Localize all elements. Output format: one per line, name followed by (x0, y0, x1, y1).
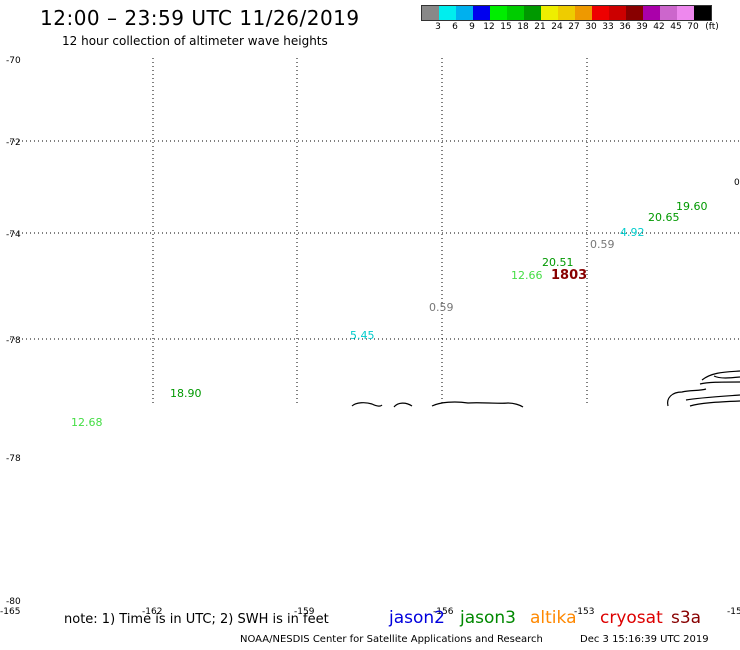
color-swatch (541, 6, 558, 20)
color-swatch (422, 6, 439, 20)
page-subtitle: 12 hour collection of altimeter wave hei… (62, 34, 328, 48)
color-swatch (575, 6, 592, 20)
footer-note: note: 1) Time is in UTC; 2) SWH is in fe… (64, 612, 329, 627)
page-title: 12:00 – 23:59 UTC 11/26/2019 (40, 6, 360, 30)
color-scale-label: 3 (435, 22, 441, 32)
satellite-cryosat: cryosat (600, 608, 663, 628)
wave-height-observation: 19.60 (676, 200, 708, 213)
color-scale-label: 30 (585, 22, 597, 32)
latitude-label: -78 (6, 454, 21, 464)
wave-height-observation: 20.65 (648, 211, 680, 224)
satellite-altika: altika (530, 608, 577, 628)
latitude-label: -72 (6, 138, 21, 148)
wave-height-observation: 20.51 (542, 256, 574, 269)
satellite-jason2: jason2 (389, 608, 445, 628)
longitude-label: -156 (433, 607, 454, 617)
latitude-label: -70 (6, 56, 21, 66)
color-scale-bar (421, 5, 712, 21)
longitude-label: -165 (0, 607, 21, 617)
wave-height-observation: 18.90 (170, 387, 202, 400)
color-scale-label: 36 (619, 22, 631, 32)
color-scale-label: 9 (469, 22, 475, 32)
color-scale-label: 24 (551, 22, 563, 32)
wave-height-observation: 5.45 (350, 329, 375, 342)
color-scale-label: 6 (452, 22, 458, 32)
color-scale-label: 33 (602, 22, 614, 32)
satellite-jason3: jason3 (460, 608, 516, 628)
color-swatch (490, 6, 507, 20)
longitude-label: -159 (294, 607, 315, 617)
color-swatch (473, 6, 490, 20)
color-scale-label: 45 (670, 22, 682, 32)
color-scale-label: 12 (483, 22, 495, 32)
wave-height-observation: 12.68 (71, 416, 103, 429)
color-swatch (660, 6, 677, 20)
color-scale-label: 21 (534, 22, 546, 32)
generation-timestamp: Dec 3 15:16:39 UTC 2019 (580, 634, 709, 645)
wave-height-observation: 12.66 (511, 269, 543, 282)
longitude-label: -15 (727, 607, 740, 617)
color-swatch (677, 6, 694, 20)
latitude-label: -78 (6, 336, 21, 346)
longitude-label: -153 (574, 607, 595, 617)
color-scale-label: 18 (517, 22, 529, 32)
color-swatch (694, 6, 711, 20)
wave-height-observation: 4.92 (620, 226, 645, 239)
edge-label: 0 (734, 178, 740, 188)
color-swatch (592, 6, 609, 20)
color-scale-unit: (ft) (705, 22, 719, 32)
color-scale-label: 70 (687, 22, 699, 32)
color-swatch (524, 6, 541, 20)
color-swatch (609, 6, 626, 20)
color-swatch (626, 6, 643, 20)
latitude-label: -74 (6, 230, 21, 240)
color-swatch (643, 6, 660, 20)
color-swatch (507, 6, 524, 20)
color-scale-label: 15 (500, 22, 512, 32)
color-scale-label: 39 (636, 22, 648, 32)
wave-height-observation: 0.59 (429, 301, 454, 314)
satellite-s3a: s3a (671, 608, 702, 628)
color-scale-label: 27 (568, 22, 580, 32)
color-swatch (456, 6, 473, 20)
wave-height-observation: 1803 (551, 268, 588, 283)
color-swatch (439, 6, 456, 20)
latitude-label: -80 (6, 597, 21, 607)
color-scale-label: 42 (653, 22, 665, 32)
longitude-label: -162 (142, 607, 163, 617)
wave-height-observation: 0.59 (590, 238, 615, 251)
grid-lines (10, 58, 740, 406)
color-swatch (558, 6, 575, 20)
coastline (351, 370, 740, 408)
credit-text: NOAA/NESDIS Center for Satellite Applica… (240, 634, 543, 645)
